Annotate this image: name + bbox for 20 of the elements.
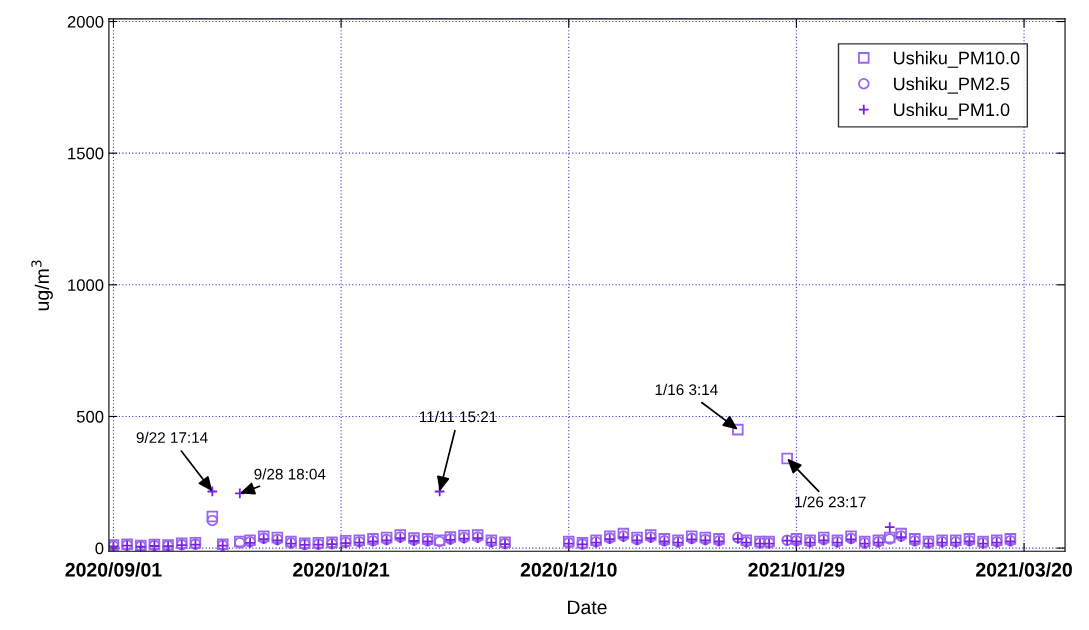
y-tick-label: 0 — [95, 542, 104, 555]
legend-label: Ushiku_PM2.5 — [894, 76, 1010, 94]
x-tick-label: 2020/09/01 — [65, 562, 162, 577]
annotation: 1/26 23:17 — [795, 496, 866, 508]
x-axis-title: Date — [568, 600, 607, 615]
legend-label: Ushiku_PM1.0 — [894, 102, 1010, 120]
x-tick-label: 2020/10/21 — [293, 562, 390, 577]
x-tick-label: 2021/01/29 — [748, 562, 845, 577]
annotation: 11/11 15:21 — [419, 410, 497, 423]
annotation: 9/22 17:14 — [136, 431, 208, 444]
y-tick-label: 500 — [76, 410, 104, 423]
y-tick-label: 2000 — [67, 15, 104, 28]
y-tick-label: 1500 — [68, 147, 104, 160]
y-axis-title: ug/m$^{3}$ — [31, 260, 53, 311]
y-tick-label: 1000 — [68, 279, 104, 292]
legend-label: Ushiku_PM10.0 — [894, 51, 1020, 68]
annotation: 1/16 3:14 — [655, 383, 718, 396]
annotation: 9/28 18:04 — [254, 468, 326, 480]
x-tick-label: 2020/12/10 — [520, 562, 617, 577]
x-tick-label: 2021/03/20 — [976, 562, 1072, 577]
